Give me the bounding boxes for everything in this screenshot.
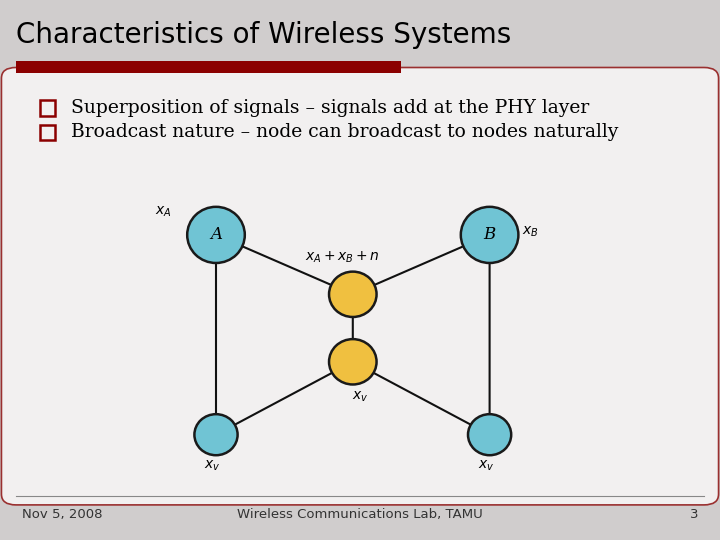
Bar [40, 100, 55, 116]
Text: $x_A + x_B + n$: $x_A + x_B + n$ [305, 250, 379, 265]
Text: B: B [483, 226, 496, 244]
Bar [40, 125, 55, 140]
Text: A: A [210, 226, 222, 244]
Text: Broadcast nature – node can broadcast to nodes naturally: Broadcast nature – node can broadcast to… [71, 123, 618, 141]
Text: $x_v$: $x_v$ [478, 459, 494, 473]
Ellipse shape [329, 272, 377, 317]
Ellipse shape [461, 207, 518, 263]
Bar [16, 61, 401, 73]
Text: $x_v$: $x_v$ [352, 390, 368, 404]
Ellipse shape [329, 339, 377, 384]
FancyBboxPatch shape [1, 68, 719, 505]
Ellipse shape [187, 207, 245, 263]
Text: 3: 3 [690, 508, 698, 521]
Text: Superposition of signals – signals add at the PHY layer: Superposition of signals – signals add a… [71, 99, 590, 117]
Text: $x_B$: $x_B$ [522, 225, 539, 239]
Text: Characteristics of Wireless Systems: Characteristics of Wireless Systems [16, 21, 511, 49]
Text: Wireless Communications Lab, TAMU: Wireless Communications Lab, TAMU [237, 508, 483, 521]
Ellipse shape [194, 414, 238, 455]
Text: $x_A$: $x_A$ [155, 205, 171, 219]
Text: Nov 5, 2008: Nov 5, 2008 [22, 508, 102, 521]
Ellipse shape [468, 414, 511, 455]
Text: $x_v$: $x_v$ [204, 459, 220, 473]
